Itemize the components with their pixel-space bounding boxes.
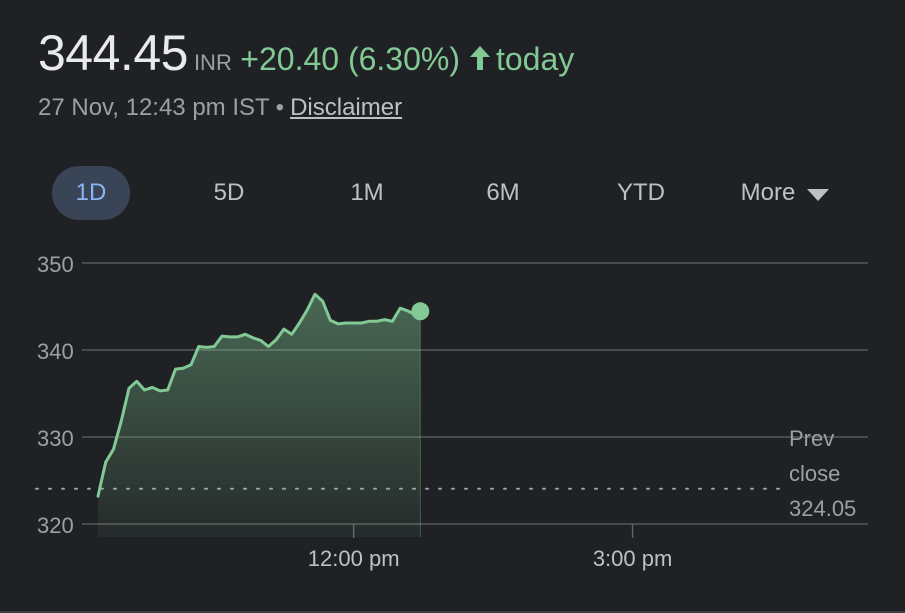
prev-close-label: close [789, 461, 840, 486]
disclaimer-link[interactable]: Disclaimer [290, 94, 403, 121]
y-tick-label: 330 [37, 426, 74, 451]
range-tab-bar: 1D 5D 1M 6M YTD More [0, 166, 905, 220]
price-change: +20.40 (6.30%) [240, 41, 460, 77]
prev-close-value: 324.05 [789, 496, 856, 521]
more-dropdown[interactable]: More [722, 166, 848, 220]
tab-ytd[interactable]: YTD [598, 166, 684, 220]
tab-label: 1D [75, 179, 107, 206]
y-tick-label: 350 [37, 252, 74, 277]
currency-code: INR [193, 50, 232, 75]
price-line [96, 292, 422, 498]
current-price: 344.45 [38, 25, 188, 81]
tab-1m[interactable]: 1M [328, 166, 406, 220]
quote-header: 344.45 INR +20.40 (6.30%) today [38, 24, 574, 82]
arrow-up-icon [468, 44, 492, 77]
separator-dot: • [275, 94, 285, 121]
tab-label: 5D [213, 179, 245, 206]
tab-1d[interactable]: 1D [52, 166, 130, 220]
y-tick-label: 320 [37, 513, 74, 538]
quote-timestamp-line: 27 Nov, 12:43 pm IST • Disclaimer [38, 94, 402, 122]
prev-close-label: Prev [789, 426, 834, 451]
y-tick-label: 340 [37, 339, 74, 364]
tab-6m[interactable]: 6M [464, 166, 542, 220]
tab-label: YTD [617, 179, 665, 206]
bottom-divider [0, 611, 905, 613]
x-tick-label: 12:00 pm [308, 546, 400, 571]
current-price-dot [411, 302, 430, 321]
x-tick-label: 3:00 pm [593, 546, 673, 571]
quote-timestamp: 27 Nov, 12:43 pm IST [38, 94, 270, 121]
tab-label: 1M [350, 179, 384, 206]
caret-down-icon [807, 167, 830, 221]
tab-label: More [740, 179, 796, 206]
tab-5d[interactable]: 5D [190, 166, 268, 220]
change-period: today [495, 41, 575, 77]
tab-label: 6M [486, 179, 520, 206]
price-area [98, 294, 421, 537]
